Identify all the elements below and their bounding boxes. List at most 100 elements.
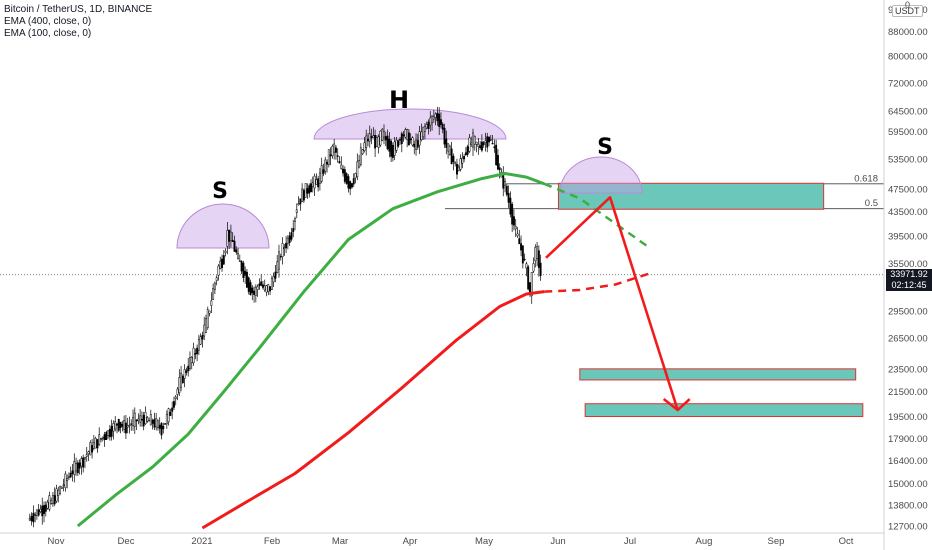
candle [404, 129, 407, 138]
candle [334, 147, 337, 153]
candle [57, 490, 60, 496]
candle [283, 247, 286, 250]
legend-symbol[interactable]: Bitcoin / TetherUS, 1D, BINANCE [4, 4, 153, 15]
candle [345, 173, 348, 184]
candle [377, 136, 380, 148]
candle [228, 229, 231, 242]
candle [142, 415, 145, 427]
candle [267, 284, 270, 292]
candle [55, 488, 58, 502]
x-tick-label: Feb [264, 536, 280, 547]
candle [67, 476, 70, 478]
y-tick-label: 39500.00 [888, 232, 928, 243]
candle [44, 504, 47, 512]
candle [340, 164, 343, 169]
candle [87, 451, 90, 454]
candle [448, 145, 451, 155]
candle [429, 117, 432, 126]
y-tick-label: 80000.00 [888, 52, 928, 63]
candle [28, 518, 31, 521]
candle [221, 258, 223, 268]
y-tick-label: 53500.00 [888, 154, 928, 165]
candle [534, 247, 537, 262]
time-axis[interactable]: Nov Dec 2021 Feb Mar Apr May Jun Jul Aug Sep Oct [0, 532, 884, 547]
candle [199, 336, 202, 345]
candle [194, 353, 197, 355]
candle [37, 509, 40, 516]
candlesticks [28, 106, 542, 528]
candle [384, 136, 387, 141]
candle [85, 454, 88, 457]
fib-label: 0.5 [865, 198, 878, 209]
candle [190, 357, 193, 364]
candle [286, 237, 289, 244]
candle [135, 419, 138, 422]
candle [315, 179, 318, 185]
candle [181, 375, 184, 383]
candle [523, 258, 526, 261]
candle [306, 188, 309, 194]
x-tick-label: Oct [839, 536, 854, 547]
ema-line [201, 290, 545, 530]
chart-legend: Bitcoin / TetherUS, 1D, BINANCE EMA (400… [4, 4, 152, 40]
candle [370, 136, 373, 138]
candle [231, 239, 234, 242]
x-tick-label: Jun [550, 536, 565, 547]
candle [320, 165, 323, 182]
candle [514, 226, 517, 230]
candle [466, 146, 469, 155]
y-tick-label: 16400.00 [888, 456, 928, 467]
forecast-path [545, 196, 679, 411]
candle [94, 438, 97, 449]
candle [217, 265, 220, 276]
candle [229, 231, 232, 242]
candle [505, 185, 508, 195]
candle [126, 425, 129, 428]
candle [473, 136, 476, 145]
candle [107, 430, 110, 436]
candle [48, 495, 51, 510]
candle [128, 424, 131, 427]
candle [359, 147, 362, 165]
candle [69, 472, 72, 478]
y-tick-label: 21500.00 [888, 387, 928, 398]
y-tick-label: 13800.00 [888, 500, 928, 511]
candle [393, 141, 396, 156]
candle [475, 141, 478, 145]
candle [35, 509, 38, 516]
pattern-label: S [597, 135, 613, 160]
candle [470, 142, 473, 145]
candle [299, 198, 302, 205]
candle [407, 132, 410, 146]
candle [527, 266, 530, 290]
candle [459, 158, 462, 170]
candle [160, 423, 163, 436]
candle [153, 419, 156, 428]
candle [400, 133, 403, 144]
candle [493, 146, 496, 148]
candle [258, 283, 261, 287]
candle [167, 408, 170, 423]
candle [495, 144, 498, 166]
candle [215, 277, 218, 281]
candle [169, 411, 172, 416]
x-tick-label: Sep [768, 536, 785, 547]
candle [116, 423, 118, 426]
candle [196, 347, 199, 355]
candle [269, 286, 272, 292]
candle [98, 434, 101, 445]
candle [498, 167, 501, 171]
target-zone [579, 368, 857, 381]
legend-ema100[interactable]: EMA (100, close, 0) [4, 28, 92, 39]
candle [149, 414, 152, 426]
legend-ema400[interactable]: EMA (400, close, 0) [4, 16, 92, 27]
candle [212, 288, 215, 300]
candle [62, 484, 65, 486]
candle [82, 457, 85, 468]
candle [397, 140, 400, 147]
currency-selector[interactable]: USDT [892, 5, 923, 17]
candle [278, 251, 280, 270]
candle [390, 140, 393, 157]
candle [349, 181, 352, 190]
